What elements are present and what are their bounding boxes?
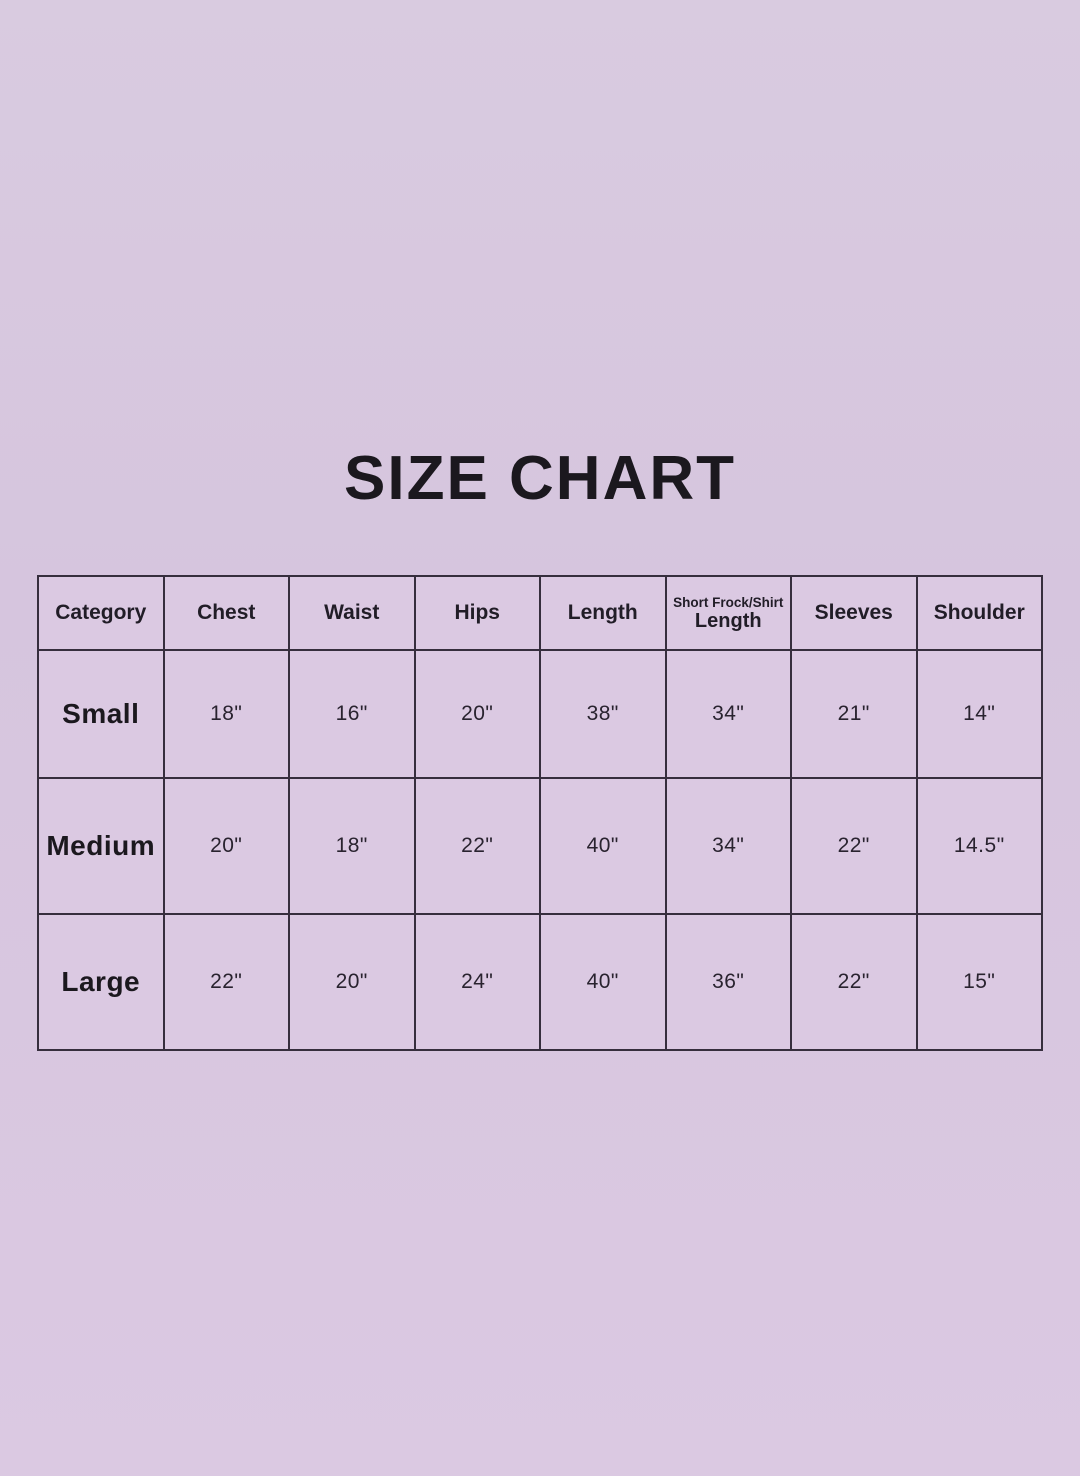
cell-large-length: 40" [539,913,667,1052]
cell-medium-waist: 18" [288,777,416,916]
column-header-hips: Hips [413,575,541,652]
cell-small-length: 38" [539,649,667,780]
row-label-large: Large [37,913,165,1052]
cell-small-short-frock-shirt-length: 34" [664,649,792,780]
cell-small-chest: 18" [162,649,290,780]
column-header-chest: Chest [162,575,290,652]
cell-medium-sleeves: 22" [790,777,918,916]
row-label-medium: Medium [37,777,165,916]
cell-medium-shoulder: 14.5" [915,777,1043,916]
size-chart-table: Category Chest Waist Hips Length Short F… [37,575,1043,1052]
column-header-short-frock-shirt-bottom-line: Length [694,610,762,633]
column-header-waist: Waist [288,575,416,652]
cell-large-waist: 20" [288,913,416,1052]
column-header-length: Length [539,575,667,652]
cell-large-short-frock-shirt-length: 36" [664,913,792,1052]
cell-small-sleeves: 21" [790,649,918,780]
cell-medium-chest: 20" [162,777,290,916]
page-title: SIZE CHART [344,444,736,513]
cell-medium-short-frock-shirt-length: 34" [664,777,792,916]
row-label-small: Small [37,649,165,780]
column-header-shoulder: Shoulder [915,575,1043,652]
table-row-small: Small 18" 16" 20" 38" 34" 21" 14" [37,649,1043,780]
column-header-short-frock-shirt-top-line: Short Frock/Shirt [673,594,784,610]
cell-large-sleeves: 22" [790,913,918,1052]
column-header-category: Category [37,575,165,652]
cell-large-hips: 24" [413,913,541,1052]
column-header-sleeves: Sleeves [790,575,918,652]
cell-large-chest: 22" [162,913,290,1052]
table-row-large: Large 22" 20" 24" 40" 36" 22" 15" [37,913,1043,1052]
cell-large-shoulder: 15" [915,913,1043,1052]
cell-small-waist: 16" [288,649,416,780]
cell-small-shoulder: 14" [915,649,1043,780]
table-row-medium: Medium 20" 18" 22" 40" 34" 22" 14.5" [37,777,1043,916]
column-header-short-frock-shirt-length: Short Frock/Shirt Length [664,575,792,652]
table-header-row: Category Chest Waist Hips Length Short F… [37,575,1043,652]
cell-small-hips: 20" [413,649,541,780]
cell-medium-length: 40" [539,777,667,916]
cell-medium-hips: 22" [413,777,541,916]
